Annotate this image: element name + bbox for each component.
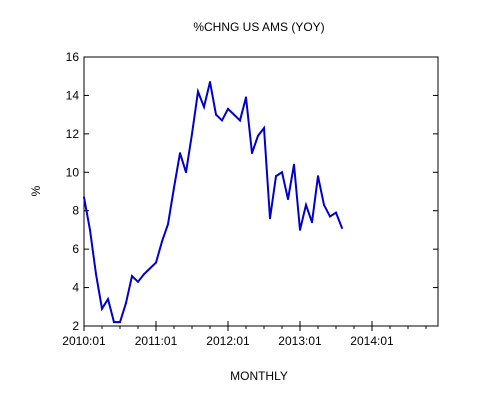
x-axis-label: MONTHLY <box>230 369 288 383</box>
y-tick-label: 2 <box>72 319 79 333</box>
data-point <box>329 215 331 218</box>
data-point <box>323 203 325 206</box>
data-point <box>197 90 199 93</box>
data-point <box>203 105 205 108</box>
data-point <box>239 119 241 122</box>
x-axis: 2010:01 2011:01 2012:01 2013:01 2014:01 <box>62 321 427 348</box>
y-tick-label: 16 <box>66 50 80 64</box>
x-tick-label: 2012:01 <box>206 334 250 348</box>
data-point <box>341 227 343 230</box>
data-point <box>221 119 223 122</box>
data-point <box>191 132 193 135</box>
data-point <box>119 321 121 324</box>
data-point <box>125 301 127 304</box>
data-point <box>263 127 265 130</box>
y-tick-label: 8 <box>72 204 79 218</box>
series-line <box>83 81 343 324</box>
data-point <box>299 228 301 231</box>
y-tick-label: 4 <box>72 281 79 295</box>
data-point <box>179 152 181 155</box>
data-point <box>161 240 163 243</box>
data-point <box>275 175 277 178</box>
data-point <box>233 113 235 116</box>
data-point <box>251 152 253 155</box>
data-point <box>149 267 151 270</box>
data-point <box>209 80 211 83</box>
data-point <box>83 196 85 199</box>
x-tick-label: 2010:01 <box>62 334 106 348</box>
y-tick-label: 14 <box>66 88 80 102</box>
x-tick-label: 2011:01 <box>135 334 178 348</box>
data-point <box>293 163 295 166</box>
plot-frame <box>83 56 439 327</box>
data-point <box>305 203 307 206</box>
x-tick-label: 2013:01 <box>278 334 322 348</box>
data-point <box>167 223 169 226</box>
data-point <box>185 171 187 174</box>
data-point <box>335 211 337 214</box>
y-tick-label: 10 <box>66 165 80 179</box>
data-point <box>101 307 103 310</box>
chart-title: %CHNG US AMS (YOY) <box>193 20 324 34</box>
data-point <box>215 113 217 116</box>
data-point <box>113 321 115 324</box>
data-point <box>137 280 139 283</box>
y-axis: 2 4 6 8 10 12 14 16 <box>66 50 438 333</box>
data-point <box>311 221 313 224</box>
data-point <box>131 275 133 278</box>
series-layer <box>83 80 343 324</box>
data-point <box>245 96 247 99</box>
y-tick-label: 12 <box>66 127 80 141</box>
data-point <box>257 134 259 137</box>
data-point <box>287 198 289 201</box>
y-axis-label: % <box>29 185 43 196</box>
data-point <box>107 298 109 301</box>
data-point <box>143 273 145 276</box>
data-point <box>95 273 97 276</box>
data-point <box>317 175 319 178</box>
data-point <box>173 186 175 189</box>
data-point <box>269 217 271 220</box>
data-point <box>89 228 91 231</box>
y-tick-label: 6 <box>72 242 79 256</box>
data-point <box>281 171 283 174</box>
data-point <box>227 107 229 110</box>
data-point <box>155 261 157 264</box>
x-tick-label: 2014:01 <box>350 334 394 348</box>
